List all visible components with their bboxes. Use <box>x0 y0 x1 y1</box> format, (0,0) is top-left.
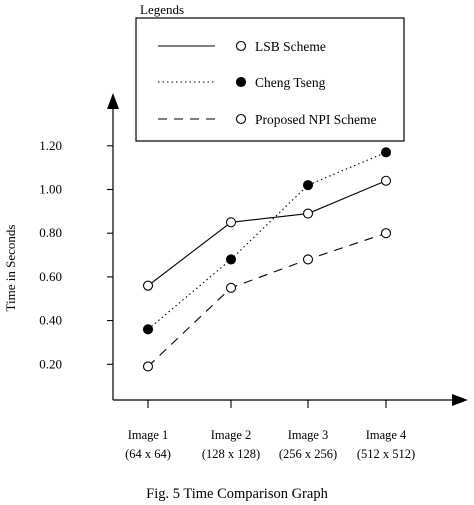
x-tick-label: Image 2 <box>211 428 252 442</box>
legend-marker <box>235 76 247 88</box>
x-tick-sublabel: (128 x 128) <box>202 447 260 461</box>
y-axis-ticks: 0.20 0.40 0.60 0.80 1.00 1.20 <box>39 138 113 371</box>
data-point <box>225 217 237 228</box>
data-point <box>380 147 392 158</box>
legend-marker <box>235 40 247 52</box>
y-tick-label: 0.80 <box>39 225 62 240</box>
series-line <box>147 151 387 330</box>
x-tick-sublabel: (512 x 512) <box>357 447 415 461</box>
legend-label: Cheng Tseng <box>255 75 326 90</box>
data-point <box>302 254 314 265</box>
axes <box>112 104 456 401</box>
data-point <box>142 280 154 291</box>
y-axis-arrow <box>107 93 119 109</box>
x-tick-label: Image 4 <box>366 428 407 442</box>
legend-label: LSB Scheme <box>255 39 326 54</box>
y-tick-label: 0.40 <box>39 313 62 328</box>
x-tick-sublabel: (256 x 256) <box>279 447 337 461</box>
legend-title: Legends <box>140 2 184 17</box>
legend-marker <box>235 113 247 125</box>
series-group <box>142 147 392 372</box>
legend-box <box>135 17 405 142</box>
data-point <box>302 208 314 219</box>
x-axis-arrow <box>452 394 468 406</box>
data-point <box>380 228 392 239</box>
y-tick-label: 0.60 <box>39 269 62 284</box>
x-tick-sublabel: (64 x 64) <box>125 447 171 461</box>
data-point <box>142 361 154 372</box>
data-point <box>380 175 392 186</box>
data-point <box>225 282 237 293</box>
legend: Legends LSB Scheme Cheng Tseng Proposed NP… <box>135 2 405 142</box>
y-tick-label: 1.00 <box>39 182 62 197</box>
legend-label: Proposed NPI Scheme <box>255 112 377 127</box>
y-tick-label: 1.20 <box>39 138 62 153</box>
series <box>142 175 392 291</box>
x-tick-label: Image 3 <box>288 428 329 442</box>
data-point <box>302 180 314 191</box>
legend-item: Cheng Tseng <box>158 75 326 90</box>
y-tick-label: 0.20 <box>39 356 62 371</box>
y-axis-label: Time in Seconds <box>3 225 18 312</box>
data-point <box>225 254 237 265</box>
x-axis-ticks: Image 1 (64 x 64) Image 2 (128 x 128) Image … <box>125 400 415 461</box>
series <box>142 147 392 335</box>
series-line <box>147 180 387 287</box>
legend-item: LSB Scheme <box>158 39 326 54</box>
data-point <box>142 324 154 335</box>
x-tick-label: Image 1 <box>128 428 169 442</box>
legend-items: LSB Scheme Cheng Tseng Proposed NPI Scheme <box>158 39 377 127</box>
figure-caption: Fig. 5 Time Comparison Graph <box>146 486 328 502</box>
series <box>142 228 392 372</box>
legend-item: Proposed NPI Scheme <box>158 112 377 127</box>
